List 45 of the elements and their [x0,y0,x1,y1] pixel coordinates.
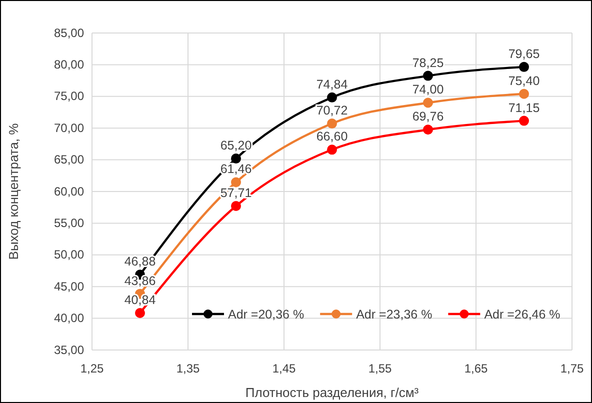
point [231,154,241,164]
data-label: 74,84 [316,77,348,92]
y-tick-label: 45,00 [54,279,84,294]
legend-label: Adr =23,36 % [356,308,432,322]
x-tick-label: 1,25 [80,362,104,376]
legend-label: Adr =20,36 % [228,308,304,322]
point [327,92,337,102]
point [231,177,241,188]
data-label: 75,40 [508,74,540,88]
point [231,201,241,212]
data-label: 74,00 [412,82,444,97]
y-tick-label: 60,00 [54,184,84,198]
y-tick-label: 85,00 [54,26,84,40]
y-tick-label: 40,00 [54,311,84,326]
y-tick-label: 50,00 [54,248,84,262]
x-tick-label: 1,65 [464,362,488,376]
x-tick-label: 1,35 [176,362,200,376]
point [519,88,529,99]
y-tick-label: 55,00 [54,216,84,230]
y-tick-label: 35,00 [54,342,84,357]
x-tick-label: 1,45 [272,362,296,376]
point [423,124,433,135]
point [423,70,433,81]
point [327,118,337,129]
data-label: 70,72 [316,104,348,118]
data-label: 78,25 [412,56,444,70]
x-axis-title: Плотность разделения, г/см³ [245,385,420,400]
x-tick-label: 1,55 [368,362,392,376]
y-axis-title: Выход концентрата, % [6,122,21,260]
data-label: 65,20 [220,138,252,153]
data-label: 66,60 [316,130,348,144]
data-label: 69,76 [412,110,444,124]
y-tick-label: 65,00 [54,152,84,167]
legend-label: Adr =26,46 % [484,308,560,322]
point [135,308,145,318]
y-tick-label: 80,00 [54,58,84,72]
y-tick-label: 70,00 [54,120,84,135]
y-tick-label: 75,00 [54,89,84,104]
point [423,98,433,108]
point [327,144,337,155]
data-label: 79,65 [508,46,540,61]
point [519,116,529,126]
x-tick-label: 1,75 [560,362,584,376]
data-label: 71,15 [508,100,540,115]
point [519,62,529,72]
